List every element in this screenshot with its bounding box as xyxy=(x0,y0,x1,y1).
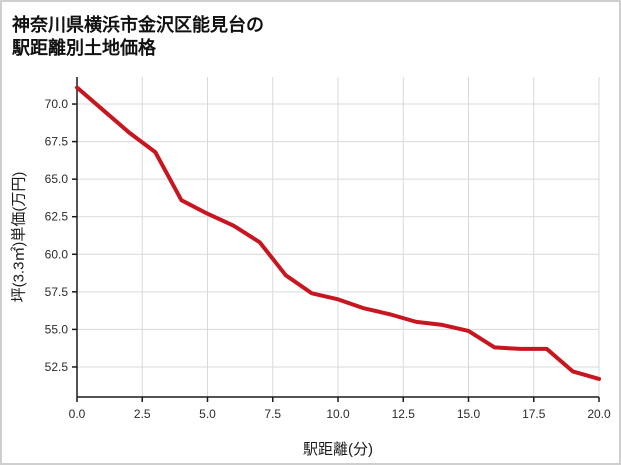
x-tick-label: 12.5 xyxy=(392,407,416,421)
y-tick-label: 62.5 xyxy=(45,209,69,223)
x-axis-label: 駅距離(分) xyxy=(303,440,373,458)
x-tick-label: 2.5 xyxy=(134,407,151,421)
y-tick-label: 52.5 xyxy=(45,360,69,374)
x-tick-label: 10.0 xyxy=(326,407,350,421)
y-tick-label: 55.0 xyxy=(45,322,69,336)
chart-area: 0.0 2.5 5.0 7.5 10.0 12.5 15.0 17.5 20.0 52.5 55.0… xyxy=(2,60,619,463)
chart-title-line1: 神奈川県横浜市金沢区能見台の xyxy=(12,15,264,35)
price-line-series xyxy=(75,85,601,381)
y-tick-label: 57.5 xyxy=(45,285,69,299)
x-tick-label: 15.0 xyxy=(457,407,481,421)
chart-title-line2: 駅距離別土地価格 xyxy=(12,38,156,59)
y-tick-label: 70.0 xyxy=(45,97,69,111)
x-tick-label: 17.5 xyxy=(522,407,546,421)
x-tick-label: 5.0 xyxy=(199,407,216,421)
y-tick-label: 67.5 xyxy=(45,134,69,148)
y-tick-label: 60.0 xyxy=(45,247,69,261)
x-tick-label: 20.0 xyxy=(587,407,611,421)
y-tick-label: 65.0 xyxy=(45,172,69,186)
chart-title: 神奈川県横浜市金沢区能見台の 駅距離別土地価格 xyxy=(2,2,619,61)
chart-svg: 0.0 2.5 5.0 7.5 10.0 12.5 15.0 17.5 20.0 52.5 55.0… xyxy=(2,60,619,463)
y-axis-label: 坪(3.3㎡)単価(万円) xyxy=(10,171,28,303)
x-tick-label: 7.5 xyxy=(264,407,281,421)
x-tick-label: 0.0 xyxy=(69,407,86,421)
